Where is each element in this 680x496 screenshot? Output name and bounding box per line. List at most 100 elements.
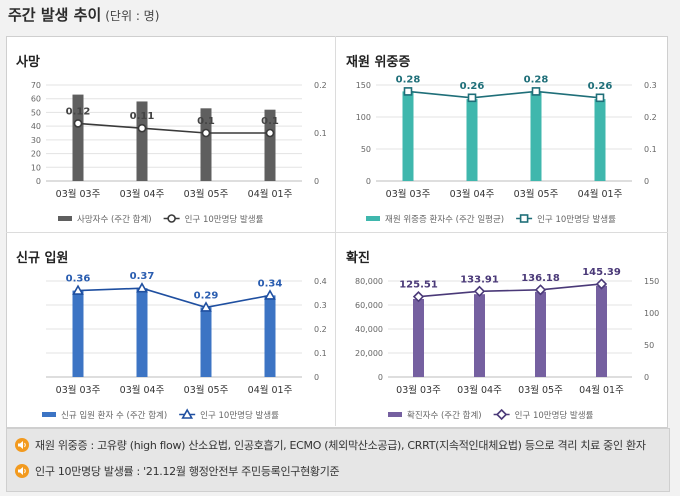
chart-svg: 0 20,000 40,000 60,000 80,000 0 50 100 150 03월 03… (355, 267, 659, 421)
footnote-item: 인구 10만명당 발생률 : '21.12월 행정안전부 주민등록인구현황기준 (15, 463, 340, 479)
y-tick-label-left: 50 (31, 108, 41, 117)
legend-marker (167, 214, 176, 223)
x-tick-label: 04월 01주 (579, 384, 624, 396)
line-marker (265, 128, 275, 138)
bar (413, 299, 424, 377)
y-tick-label-left: 70 (31, 81, 41, 90)
bar (264, 109, 276, 181)
bar (72, 290, 84, 377)
page-unit: (단위 : 명) (105, 9, 160, 23)
legend-marker (181, 408, 194, 419)
y-tick-label-right: 0 (314, 177, 319, 186)
x-tick-label: 04월 01주 (248, 384, 293, 396)
x-tick-label: 03월 05주 (184, 188, 229, 200)
y-tick-label-left: 10 (31, 163, 41, 172)
y-tick-label-right: 0.1 (644, 145, 657, 154)
line-marker (534, 284, 547, 296)
y-tick-label-left: 30 (31, 136, 41, 145)
y-tick-label-left: 0 (36, 177, 41, 186)
y-tick-label-left: 60 (31, 95, 41, 104)
panel-title: 재원 위중증 (346, 55, 411, 70)
line-marker (137, 123, 147, 133)
data-label: 136.18 (521, 273, 560, 284)
x-tick-label: 03월 04주 (120, 188, 165, 200)
data-label: 0.36 (66, 274, 91, 285)
line-marker (136, 282, 148, 293)
x-tick-label: 03월 04주 (120, 384, 165, 396)
line-marker (403, 87, 413, 96)
y-tick-label-left: 40,000 (355, 325, 383, 334)
y-tick-label-left: 20,000 (355, 349, 383, 358)
chart-panel-death: 사망 0 10 20 30 40 50 60 70 0 0.1 0.2 03월 03주 03월 04주 0… (6, 37, 336, 233)
y-tick-label-right: 0.4 (314, 277, 327, 286)
data-label: 0.28 (524, 74, 549, 85)
chart-panel-critical: 재원 위중증 0 50 100 150 0 0.1 0.2 0.3 03월 03주 03월 04주… (336, 37, 666, 233)
line-marker (412, 291, 425, 303)
series-line (407, 90, 601, 99)
legend-swatch-bar (42, 412, 56, 417)
y-tick-label-right: 0.1 (314, 349, 327, 358)
bar (535, 291, 546, 377)
panel-divider-vertical (335, 36, 336, 426)
legend-marker (519, 214, 529, 223)
bar (136, 101, 148, 181)
page-title: 주간 발생 추이 (단위 : 명) (8, 4, 159, 25)
y-tick-label-left: 50 (361, 145, 371, 154)
legend-label: 인구 10만명당 발생률 (537, 214, 616, 225)
chart-svg: 0 10 20 30 40 50 60 70 0 0.1 0.2 03월 03주 03월 04주 03월 … (31, 81, 327, 225)
x-tick-label: 03월 04주 (450, 188, 495, 200)
line-marker (264, 289, 276, 300)
chart-svg: 0 50 100 150 0 0.1 0.2 0.3 03월 03주 03월 04주 03월 05주… (356, 74, 657, 225)
bar (136, 288, 148, 377)
panel-title: 사망 (16, 55, 40, 70)
data-label: 125.51 (399, 280, 438, 291)
y-tick-label-left: 0 (378, 373, 383, 382)
data-label: 0.1 (197, 116, 215, 127)
x-tick-label: 04월 01주 (578, 188, 623, 200)
line-marker (595, 278, 608, 290)
x-tick-label: 03월 05주 (514, 188, 559, 200)
y-tick-label-right: 0.2 (314, 81, 327, 90)
y-tick-label-left: 100 (356, 113, 371, 122)
speaker-icon (15, 464, 29, 478)
legend-label: 확진자수 (주간 합계) (407, 410, 482, 421)
footnote-text: 재원 위중증 : 고유량 (high flow) 산소요법, 인공호흡기, EC… (35, 439, 646, 452)
series-line (418, 283, 602, 298)
bar (530, 91, 542, 181)
chart-panel-admission: 신규 입원 0 0.1 0.2 0.3 0.4 03월 03주 03월 04주 03월 05주… (6, 233, 336, 429)
page-title-text: 주간 발생 추이 (8, 6, 102, 24)
chart-panel-confirmed: 확진 0 20,000 40,000 60,000 80,000 0 50 100 150 03월… (336, 233, 666, 429)
y-tick-label-left: 150 (356, 81, 371, 90)
line-marker (473, 285, 486, 297)
bar (200, 307, 212, 377)
y-tick-label-right: 50 (644, 341, 654, 350)
y-tick-label-right: 0.2 (644, 113, 657, 122)
y-tick-label-right: 0.3 (644, 81, 657, 90)
speaker-icon (15, 438, 29, 452)
line-marker (595, 93, 605, 103)
x-tick-label: 03월 03주 (56, 188, 101, 200)
series-line (77, 287, 271, 309)
data-label: 0.1 (261, 116, 279, 127)
footnote-text: 인구 10만명당 발생률 : '21.12월 행정안전부 주민등록인구현황기준 (35, 465, 340, 478)
legend-label: 인구 10만명당 발생률 (185, 214, 264, 225)
legend-label: 인구 10만명당 발생률 (200, 410, 279, 421)
y-tick-label-right: 100 (644, 309, 659, 318)
y-tick-label-right: 0 (644, 373, 649, 382)
legend-label: 신규 입원 환자 수 (주간 합계) (61, 410, 167, 421)
x-tick-label: 03월 03주 (56, 384, 101, 396)
bar (474, 294, 485, 377)
y-tick-label-left: 20 (31, 150, 41, 159)
legend-swatch-bar (58, 216, 72, 221)
bar (200, 108, 212, 181)
panel-divider-horizontal (6, 232, 668, 233)
x-tick-label: 03월 03주 (396, 384, 441, 396)
x-tick-label: 03월 05주 (184, 384, 229, 396)
series-line (77, 122, 270, 134)
line-marker (72, 284, 84, 295)
data-label: 0.29 (194, 290, 219, 301)
y-tick-label-right: 0.1 (314, 129, 327, 138)
y-tick-label-left: 60,000 (355, 301, 383, 310)
data-label: 0.12 (66, 106, 91, 117)
panel-title: 신규 입원 (16, 251, 69, 266)
